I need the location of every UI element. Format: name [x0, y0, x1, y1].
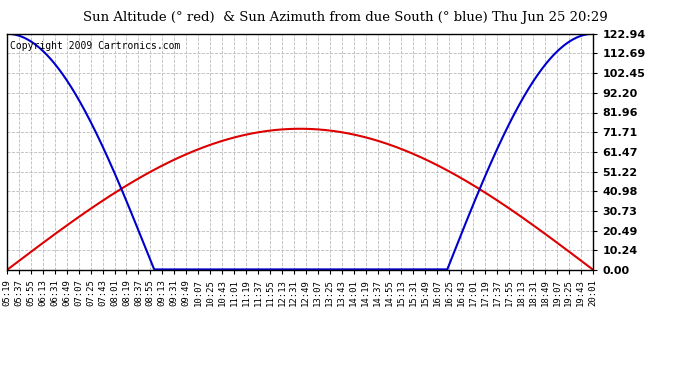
- Text: Copyright 2009 Cartronics.com: Copyright 2009 Cartronics.com: [10, 41, 180, 51]
- Text: Sun Altitude (° red)  & Sun Azimuth from due South (° blue) Thu Jun 25 20:29: Sun Altitude (° red) & Sun Azimuth from …: [83, 11, 607, 24]
